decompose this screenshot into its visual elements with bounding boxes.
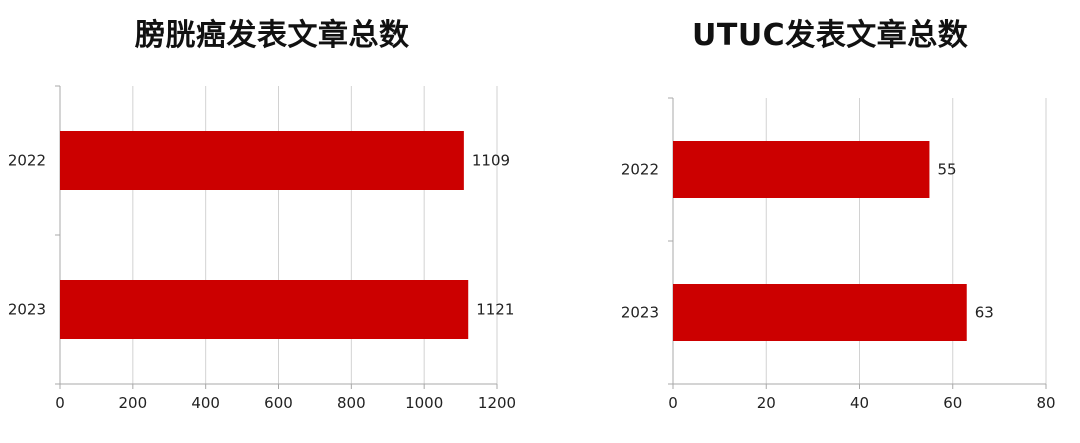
x-tick-label: 80	[1036, 394, 1055, 412]
x-tick-label: 400	[191, 394, 220, 412]
chart-title: UTUC发表文章总数	[692, 18, 969, 53]
chart-title: 膀胱癌发表文章总数	[135, 18, 410, 53]
data-label: 1121	[476, 301, 514, 319]
x-tick-label: 40	[850, 394, 869, 412]
bar-2023	[60, 280, 469, 339]
bar-2023	[673, 284, 967, 341]
x-tick-label: 0	[55, 394, 65, 412]
category-label: 2023	[8, 301, 46, 319]
bladder-cancer-chart: 膀胱癌发表文章总数 0 200 400 600 800 1000 1200 2022 1109 2…	[8, 18, 516, 412]
x-tick-label: 0	[668, 394, 678, 412]
plot-area: 0 20 40 60 80 2022 55 2023 63	[621, 97, 1056, 412]
category-label: 2022	[8, 152, 46, 170]
category-label: 2023	[621, 304, 659, 322]
x-tick-label: 800	[337, 394, 366, 412]
bar-2022	[60, 131, 464, 190]
x-tick-label: 200	[119, 394, 148, 412]
category-label: 2022	[621, 161, 659, 179]
data-label: 55	[937, 161, 956, 179]
x-tick-label: 1200	[478, 394, 516, 412]
utuc-chart: UTUC发表文章总数 0 20 40 60 80 2022 55 2023 63	[540, 0, 1080, 443]
x-tick-label: 600	[264, 394, 293, 412]
plot-area: 0 200 400 600 800 1000 1200 2022 1109 2023 1121	[8, 85, 516, 412]
bar-2022	[673, 141, 930, 198]
data-label: 1109	[472, 152, 510, 170]
x-tick-label: 60	[943, 394, 962, 412]
x-tick-label: 1000	[405, 394, 443, 412]
data-label: 63	[975, 304, 994, 322]
x-tick-label: 20	[757, 394, 776, 412]
